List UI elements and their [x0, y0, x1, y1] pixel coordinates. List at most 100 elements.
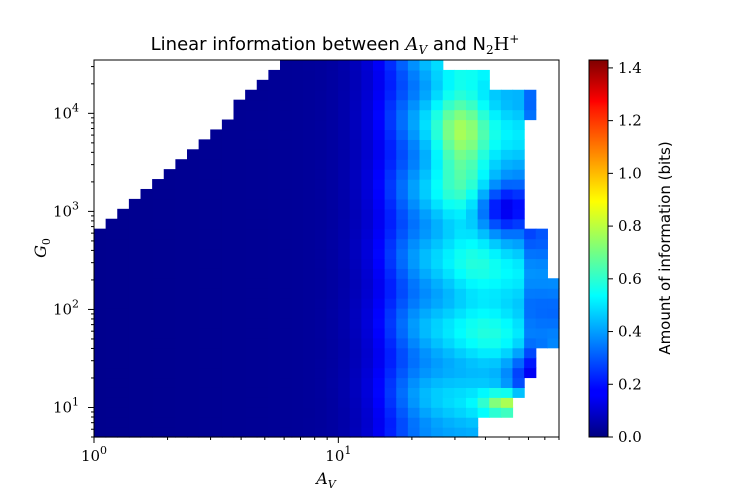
- heatmap-cell: [500, 268, 514, 279]
- heatmap-cell: [384, 397, 397, 408]
- heatmap-cell: [431, 109, 444, 121]
- heatmap-cell: [268, 188, 281, 200]
- heatmap-cell: [477, 89, 490, 101]
- heatmap-cell: [94, 337, 107, 349]
- heatmap-cell: [221, 169, 235, 180]
- heatmap-cell: [384, 149, 397, 160]
- heatmap-cell: [187, 367, 200, 379]
- heatmap-cell: [291, 179, 304, 190]
- heatmap-cell: [221, 347, 235, 359]
- heatmap-cell: [361, 377, 374, 388]
- heatmap-cell: [373, 238, 386, 250]
- heatmap-cell: [512, 308, 525, 319]
- heatmap-cell: [221, 317, 235, 329]
- heatmap-cell: [454, 377, 467, 388]
- heatmap-cell: [221, 278, 235, 289]
- heatmap-cell: [233, 427, 246, 438]
- heatmap-cell: [442, 268, 455, 279]
- heatmap-cell: [280, 129, 293, 140]
- heatmap-cell: [128, 308, 142, 319]
- heatmap-cell: [245, 367, 258, 379]
- y-axis-label: G0: [31, 238, 53, 258]
- heatmap-cell: [454, 179, 467, 190]
- heatmap-cell: [442, 357, 455, 369]
- heatmap-cell: [187, 218, 200, 230]
- heatmap-cell: [489, 188, 502, 200]
- heatmap-cell: [361, 149, 374, 160]
- heatmap-cell: [396, 387, 409, 398]
- heatmap-cell: [117, 278, 130, 289]
- heatmap-cell: [500, 179, 514, 190]
- heatmap-cell: [105, 377, 118, 388]
- heatmap-cell: [384, 188, 397, 200]
- heatmap-cell: [384, 139, 397, 150]
- heatmap-cell: [268, 89, 281, 101]
- heatmap-cell: [291, 119, 304, 131]
- heatmap-cell: [407, 238, 421, 250]
- heatmap-cell: [303, 397, 316, 408]
- heatmap-cell: [268, 308, 281, 319]
- heatmap-cell: [384, 169, 397, 180]
- heatmap-cell: [326, 218, 339, 230]
- heatmap-cell: [407, 129, 421, 140]
- heatmap-cell: [512, 159, 525, 170]
- heatmap-cell: [431, 129, 444, 140]
- heatmap-cell: [326, 198, 339, 210]
- heatmap-cell: [524, 317, 537, 329]
- heatmap-cell: [512, 238, 525, 250]
- heatmap-cell: [407, 367, 421, 379]
- heatmap-cell: [396, 258, 409, 269]
- heatmap-cell: [373, 99, 386, 111]
- heatmap-cell: [524, 357, 537, 369]
- heatmap-cell: [477, 109, 490, 121]
- heatmap-cell: [94, 308, 107, 319]
- heatmap-cell: [268, 169, 281, 180]
- heatmap-cell: [152, 427, 165, 438]
- heatmap-cell: [338, 139, 351, 150]
- heatmap-cell: [338, 149, 351, 160]
- heatmap-cell: [314, 109, 328, 121]
- heatmap-cell: [94, 278, 107, 289]
- heatmap-cell: [291, 327, 304, 339]
- heatmap-cell: [349, 337, 362, 349]
- heatmap-cell: [163, 248, 176, 260]
- heatmap-cell: [187, 228, 200, 240]
- heatmap-cell: [477, 278, 490, 289]
- heatmap-cell: [396, 218, 409, 230]
- heatmap-cell: [268, 79, 281, 91]
- heatmap-cell: [524, 288, 537, 299]
- heatmap-cell: [384, 407, 397, 418]
- heatmap-cell: [198, 407, 211, 418]
- heatmap-cell: [512, 89, 525, 101]
- heatmap-cell: [396, 60, 409, 71]
- heatmap-cell: [94, 357, 107, 369]
- heatmap-cell: [163, 367, 176, 379]
- heatmap-cell: [128, 417, 142, 428]
- heatmap-cell: [373, 288, 386, 299]
- heatmap-cell: [442, 208, 455, 220]
- heatmap-cell: [431, 159, 444, 170]
- heatmap-cell: [361, 119, 374, 131]
- heatmap-cell: [233, 119, 246, 131]
- heatmap-cell: [512, 228, 525, 240]
- heatmap-cell: [280, 198, 293, 210]
- heatmap-cell: [338, 99, 351, 111]
- heatmap-cell: [466, 198, 479, 210]
- heatmap-cell: [384, 268, 397, 279]
- heatmap-cell: [338, 298, 351, 309]
- heatmap-cell: [140, 367, 153, 379]
- heatmap-cell: [187, 337, 200, 349]
- heatmap-cell: [117, 387, 130, 398]
- heatmap-cell: [187, 149, 200, 160]
- heatmap-cell: [326, 278, 339, 289]
- heatmap-cell: [105, 228, 118, 240]
- heatmap-cell: [314, 149, 328, 160]
- heatmap-cell: [140, 268, 153, 279]
- heatmap-cell: [128, 377, 142, 388]
- heatmap-cell: [314, 377, 328, 388]
- heatmap-cell: [198, 427, 211, 438]
- heatmap-cell: [268, 69, 281, 81]
- heatmap-cell: [512, 268, 525, 279]
- heatmap-cell: [245, 278, 258, 289]
- heatmap-cell: [338, 317, 351, 329]
